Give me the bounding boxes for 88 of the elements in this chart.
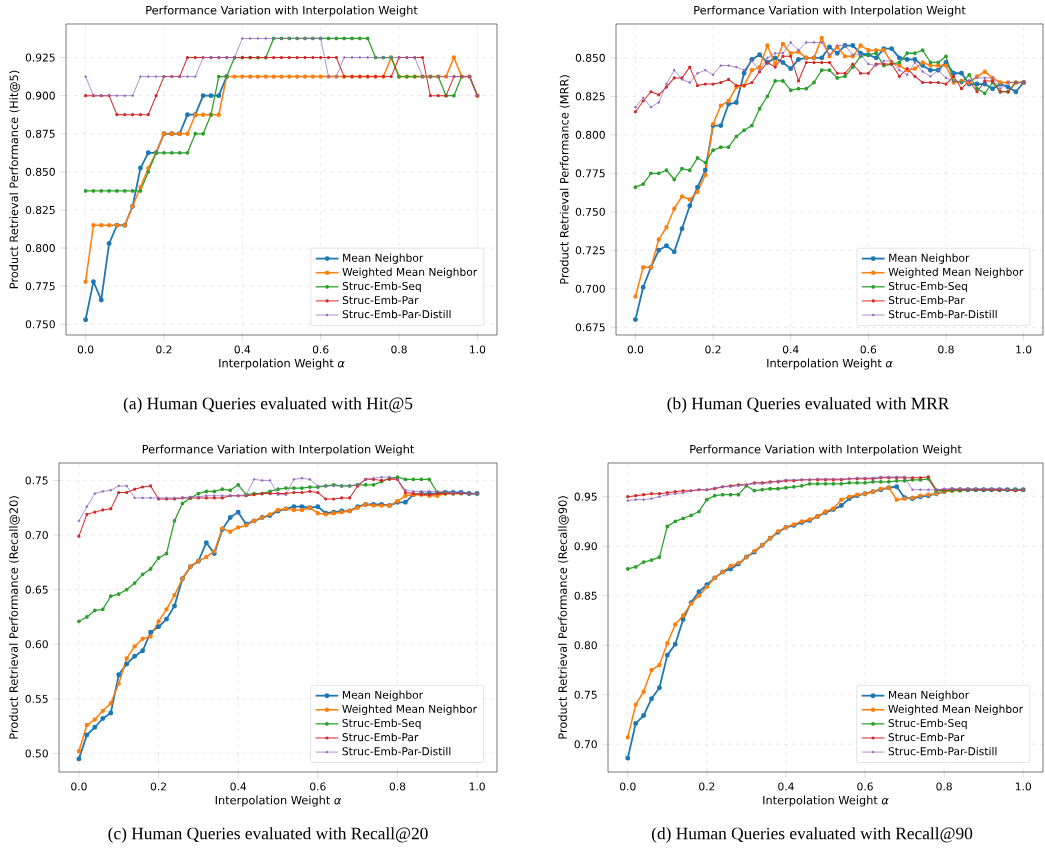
text: (b) Human Queries evaluated with MRR (667, 397, 950, 413)
x-tick-label: 0.0 (77, 345, 94, 354)
y-tick-label: 0.850 (575, 53, 605, 62)
legend-label: Mean Neighbor (343, 253, 424, 264)
x-axis-title: Interpolation Weight α (767, 358, 893, 370)
y-axis-title: Product Retrieval Performance (Recall@90) (558, 496, 569, 739)
x-axis-title: Interpolation Weight α (763, 795, 889, 807)
y-tick-label: 0.50 (25, 749, 48, 758)
y-tick-label: 0.925 (25, 53, 55, 62)
x-tick-label: 0.2 (156, 345, 172, 354)
y-tick-label: 0.700 (575, 284, 605, 293)
legend-label: Struc-Emb-Par-Distill (342, 747, 451, 756)
legend-label: Struc-Emb-Par (342, 732, 419, 742)
y-tick-label: 0.80 (574, 641, 597, 650)
legend-label: Struc-Emb-Par-Distill (888, 309, 997, 319)
y-tick-label: 0.60 (25, 640, 48, 649)
y-tick-label: 0.825 (575, 92, 605, 101)
x-tick-label: 0.0 (71, 782, 87, 791)
legend-label: Weighted Mean Neighbor (342, 704, 477, 716)
legend-label: Struc-Emb-Par (888, 732, 965, 742)
y-tick-label: 0.95 (574, 492, 597, 501)
y-tick-label: 0.65 (25, 585, 48, 594)
y-tick-label: 0.800 (25, 244, 55, 253)
x-tick-label: 1.0 (1015, 782, 1032, 791)
text: (c) Human Queries evaluated with Recall@20 (108, 827, 428, 843)
chart-title: Performance Variation with Interpolation Weight (694, 5, 966, 17)
legend-label: Weighted Mean Neighbor (888, 267, 1024, 278)
x-tick-label: 0.4 (782, 345, 799, 354)
legend-label: Weighted Mean Neighbor (342, 267, 478, 278)
y-tick-label: 0.825 (25, 205, 55, 215)
legend-label: Mean Neighbor (342, 690, 424, 701)
y-tick-label: 0.55 (25, 694, 48, 703)
legend-label: Struc-Emb-Seq (342, 718, 421, 730)
x-tick-label: 1.0 (1016, 345, 1032, 354)
legend-label: Struc-Emb-Par-Distill (342, 309, 451, 319)
chart-title: Performance Variation with Interpolation Weight (146, 5, 418, 17)
y-tick-label: 0.725 (575, 246, 605, 255)
y-tick-label: 0.900 (25, 91, 55, 100)
x-tick-label: 0.6 (312, 345, 329, 354)
text: (d) Human Queries evaluated with Recall@90 (651, 827, 973, 843)
text: (a) Human Queries evaluated with Hit@5 (123, 397, 413, 413)
y-tick-label: 0.800 (575, 130, 605, 139)
y-tick-label: 0.70 (25, 531, 48, 540)
chart-title: Performance Variation with Interpolation Weight (142, 444, 415, 456)
legend-label: Weighted Mean Neighbor (888, 704, 1024, 716)
y-tick-label: 0.775 (575, 169, 605, 178)
x-tick-label: 1.0 (470, 345, 486, 354)
y-axis-title: Product Retrieval Performance (Hit@5) (9, 70, 20, 289)
legend-label: Struc-Emb-Seq (888, 718, 967, 730)
x-tick-label: 0.6 (860, 345, 877, 354)
y-tick-label: 0.675 (575, 323, 605, 332)
x-tick-label: 0.4 (778, 782, 794, 791)
y-tick-label: 0.850 (25, 167, 55, 176)
x-tick-label: 0.4 (230, 782, 247, 791)
y-tick-label: 0.750 (575, 207, 605, 216)
x-tick-label: 0.4 (234, 345, 251, 354)
x-axis-title: Interpolation Weight α (219, 358, 345, 370)
legend-label: Mean Neighbor (889, 690, 970, 701)
x-tick-label: 0.2 (705, 345, 721, 354)
x-tick-label: 1.0 (469, 782, 485, 791)
y-tick-label: 0.90 (574, 542, 597, 551)
legend-label: Struc-Emb-Seq (888, 281, 967, 293)
y-tick-label: 0.775 (25, 282, 55, 291)
legend-label: Struc-Emb-Seq (342, 281, 421, 293)
legend-label: Struc-Emb-Par (342, 295, 419, 305)
y-axis-title: Product Retrieval Performance (MRR) (559, 75, 570, 284)
x-tick-label: 0.6 (310, 782, 326, 791)
x-tick-label: 0.8 (936, 782, 952, 791)
x-tick-label: 0.2 (150, 782, 166, 791)
y-tick-label: 0.70 (574, 740, 597, 749)
y-tick-label: 0.875 (25, 129, 55, 138)
x-tick-label: 0.8 (391, 345, 407, 354)
y-tick-label: 0.85 (574, 591, 597, 600)
y-tick-label: 0.75 (25, 476, 48, 485)
x-tick-label: 0.8 (389, 782, 406, 791)
x-axis-title: Interpolation Weight α (215, 795, 342, 807)
y-tick-label: 0.75 (574, 690, 597, 699)
chart-title: Performance Variation with Interpolation Weight (690, 444, 962, 456)
y-tick-label: 0.750 (25, 320, 55, 329)
legend-label: Mean Neighbor (889, 253, 970, 264)
x-tick-label: 0.6 (857, 782, 873, 791)
x-tick-label: 0.0 (627, 345, 644, 354)
x-tick-label: 0.0 (620, 782, 636, 791)
x-tick-label: 0.8 (938, 345, 954, 354)
legend-label: Struc-Emb-Par (888, 295, 965, 305)
legend-label: Struc-Emb-Par-Distill (888, 747, 997, 756)
y-axis-title: Product Retrieval Performance (Recall@20) (9, 496, 20, 739)
x-tick-label: 0.2 (699, 782, 715, 791)
